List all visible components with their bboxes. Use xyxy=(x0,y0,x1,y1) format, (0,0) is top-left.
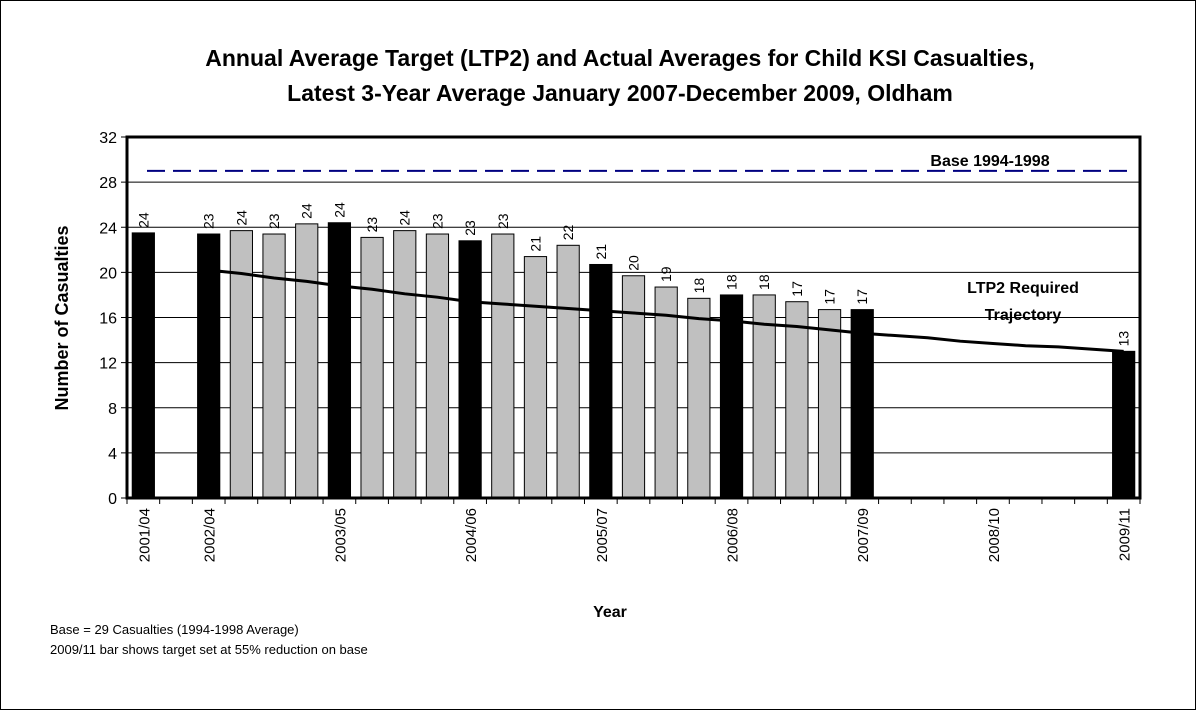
bar xyxy=(719,294,744,499)
bar xyxy=(491,233,515,499)
note: Base = 29 Casualties (1994-1998 Average) xyxy=(50,622,299,637)
trajectory-line xyxy=(208,268,1124,353)
bar xyxy=(556,244,580,499)
chart-title: Latest 3-Year Average January 2007-Decem… xyxy=(287,80,953,106)
x-tick-label: 2006/08 xyxy=(725,508,742,562)
x-tick-label: 2009/11 xyxy=(1117,508,1134,561)
x-tick-label: 2002/04 xyxy=(202,508,219,562)
data-label: 13 xyxy=(1116,331,1132,347)
y-tick-label: 28 xyxy=(99,175,117,192)
x-tick-label: 2007/09 xyxy=(855,508,872,562)
bar xyxy=(687,297,711,499)
x-tick-label: 2005/07 xyxy=(594,508,611,562)
data-label: 17 xyxy=(854,289,870,305)
bar xyxy=(523,256,548,499)
y-axis-label: Number of Casualties xyxy=(52,225,72,410)
bar xyxy=(850,309,874,499)
data-label: 17 xyxy=(822,289,838,305)
data-label: 23 xyxy=(495,213,511,229)
data-label: 24 xyxy=(135,212,151,228)
data-label: 17 xyxy=(789,281,805,297)
plot-border xyxy=(125,135,1142,500)
x-tick-label: 2008/10 xyxy=(986,508,1003,562)
x-axis-label: Year xyxy=(593,604,627,621)
base-label: Base 1994-1998 xyxy=(930,153,1049,170)
data-label: 24 xyxy=(331,202,347,218)
y-tick-label: 12 xyxy=(99,356,117,373)
bar xyxy=(621,275,646,499)
data-label: 24 xyxy=(299,203,315,219)
trajectory-label: Trajectory xyxy=(985,307,1062,324)
data-label: 19 xyxy=(658,266,674,282)
bar xyxy=(262,233,286,499)
x-tick-label: 2003/05 xyxy=(332,508,349,562)
trajectory-label: LTP2 Required xyxy=(967,280,1079,297)
bar xyxy=(458,240,482,499)
data-label: 23 xyxy=(201,213,217,229)
y-tick-label: 16 xyxy=(99,311,117,328)
data-label: 18 xyxy=(724,274,740,290)
bar xyxy=(1112,350,1136,499)
bar xyxy=(295,223,319,499)
bar xyxy=(425,233,450,499)
chart-title: Annual Average Target (LTP2) and Actual … xyxy=(205,45,1034,71)
bar xyxy=(229,230,253,499)
data-label: 18 xyxy=(691,278,707,294)
data-label: 20 xyxy=(626,255,642,271)
y-tick-label: 20 xyxy=(99,265,117,282)
bar xyxy=(197,233,221,499)
bar xyxy=(589,263,613,499)
bar xyxy=(393,230,417,499)
bar xyxy=(327,222,352,499)
y-tick-label: 24 xyxy=(99,220,117,237)
bar xyxy=(785,301,809,499)
y-tick-label: 0 xyxy=(108,491,117,508)
y-tick-label: 8 xyxy=(108,401,117,418)
data-label: 18 xyxy=(756,274,772,290)
y-tick-label: 32 xyxy=(99,130,117,147)
data-label: 21 xyxy=(593,244,609,260)
data-label: 23 xyxy=(266,213,282,229)
data-label: 22 xyxy=(560,225,576,241)
bar xyxy=(817,309,842,499)
bar xyxy=(360,236,384,499)
x-tick-label: 2001/04 xyxy=(136,508,153,562)
data-label: 23 xyxy=(364,217,380,233)
bar xyxy=(654,286,678,499)
data-label: 24 xyxy=(233,210,249,226)
note: 2009/11 bar shows target set at 55% redu… xyxy=(50,642,368,657)
bar xyxy=(131,232,155,499)
data-label: 23 xyxy=(462,220,478,236)
data-label: 21 xyxy=(527,236,543,252)
data-label: 23 xyxy=(429,213,445,229)
x-tick-label: 2004/06 xyxy=(463,508,480,562)
y-tick-label: 4 xyxy=(108,446,117,463)
data-label: 24 xyxy=(397,210,413,226)
